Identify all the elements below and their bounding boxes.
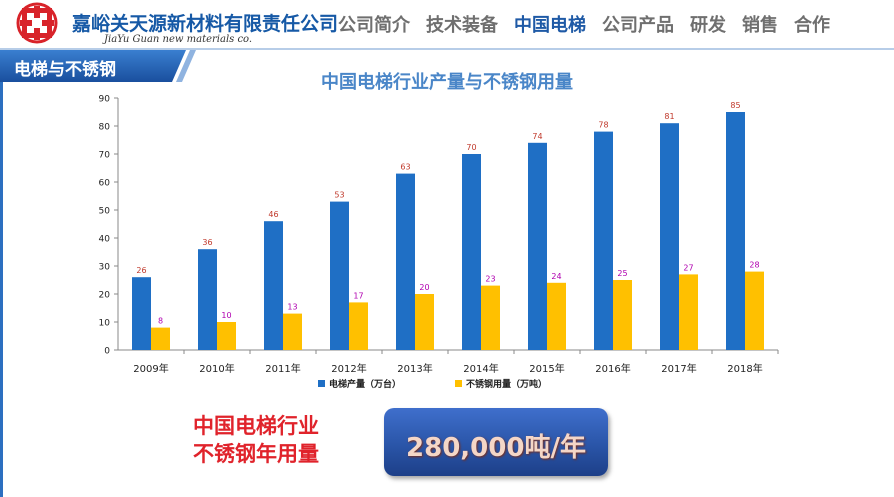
data-label: 46 <box>268 210 278 219</box>
x-tick-label: 2011年 <box>265 362 300 375</box>
data-label: 27 <box>683 263 693 272</box>
data-label: 36 <box>202 238 212 247</box>
y-tick-label: 10 <box>99 319 111 329</box>
legend-label: 不锈钢用量（万吨） <box>466 378 547 390</box>
y-tick-label: 90 <box>99 95 111 105</box>
legend-swatch <box>318 380 325 387</box>
bar-steel <box>349 302 368 350</box>
side-divider <box>0 82 3 497</box>
section-tab-shape <box>0 50 196 82</box>
x-tick-label: 2014年 <box>463 362 498 375</box>
data-label: 53 <box>334 191 344 200</box>
data-label: 13 <box>287 303 297 312</box>
x-tick-label: 2013年 <box>397 362 432 375</box>
summary-label-line2: 不锈钢年用量 <box>193 442 319 466</box>
bar-elevator <box>660 123 679 350</box>
bar-chart: 0 10 20 30 40 50 60 70 80 90 2009年 26 8 2010年 36 10 2011… <box>99 95 779 390</box>
x-tick-label: 2016年 <box>595 362 630 375</box>
data-label: 23 <box>485 275 495 284</box>
nav-item-china-elevator[interactable]: 中国电梯 <box>514 15 586 36</box>
y-tick-label: 30 <box>99 263 111 273</box>
data-label: 26 <box>136 266 146 275</box>
bar-elevator <box>396 173 415 350</box>
y-tick-label: 40 <box>99 235 111 245</box>
summary-label: 中国电梯行业 不锈钢年用量 <box>176 412 336 468</box>
bar-elevator <box>264 221 283 350</box>
bar-elevator <box>132 277 151 350</box>
x-tick-label: 2017年 <box>661 362 696 375</box>
bar-steel <box>745 271 764 350</box>
nav-item-sales[interactable]: 销售 <box>742 15 778 36</box>
data-label: 81 <box>664 112 674 121</box>
y-tick-label: 70 <box>99 151 111 161</box>
data-label: 63 <box>400 163 410 172</box>
y-tick-label: 80 <box>99 123 111 133</box>
company-logo <box>16 2 58 44</box>
data-label: 20 <box>419 283 429 292</box>
y-tick-label: 0 <box>104 347 110 357</box>
y-tick-label: 20 <box>99 291 111 301</box>
data-label: 25 <box>617 269 627 278</box>
x-tick-label: 2015年 <box>529 362 564 375</box>
nav-item-rnd[interactable]: 研发 <box>690 15 726 36</box>
summary-label-line1: 中国电梯行业 <box>193 414 319 438</box>
nav-item-equipment[interactable]: 技术装备 <box>426 15 498 36</box>
x-tick-label: 2018年 <box>727 362 762 375</box>
main-nav: 公司简介 技术装备 中国电梯 公司产品 研发 销售 合作 <box>338 11 846 37</box>
x-tick-label: 2009年 <box>133 362 168 375</box>
data-label: 85 <box>730 101 740 110</box>
data-label: 8 <box>158 317 163 326</box>
y-tick-label: 50 <box>99 207 111 217</box>
bar-elevator <box>528 142 547 350</box>
data-label: 17 <box>353 291 363 300</box>
bar-steel <box>151 327 170 350</box>
section-tab[interactable]: 电梯与不锈钢 <box>14 60 116 80</box>
chart-title: 中国电梯行业产量与不锈钢用量 <box>321 72 573 93</box>
nav-item-products[interactable]: 公司产品 <box>602 15 674 36</box>
data-label: 10 <box>221 311 231 320</box>
bar-steel <box>283 313 302 350</box>
bar-elevator <box>726 112 745 350</box>
company-name-en: JiaYu Guan new materials co. <box>104 34 253 45</box>
data-label: 24 <box>551 272 561 281</box>
bar-steel <box>217 322 236 350</box>
y-tick-label: 60 <box>99 179 111 189</box>
summary-value: 280,000吨/年 <box>406 433 586 463</box>
data-label: 74 <box>532 132 542 141</box>
nav-item-about[interactable]: 公司简介 <box>338 15 410 36</box>
company-name: 嘉峪关天源新材料有限责任公司 <box>72 13 339 35</box>
x-tick-label: 2010年 <box>199 362 234 375</box>
bar-elevator <box>594 131 613 350</box>
data-label: 70 <box>466 143 476 152</box>
bar-steel <box>415 294 434 350</box>
bar-elevator <box>330 201 349 350</box>
bar-steel <box>679 274 698 350</box>
bar-steel <box>481 285 500 350</box>
legend-swatch <box>455 380 462 387</box>
bar-elevator <box>462 154 481 350</box>
data-label: 28 <box>749 261 759 270</box>
summary-value-box: 280,000吨/年 <box>384 408 608 476</box>
bar-steel <box>613 280 632 350</box>
nav-item-cooperation[interactable]: 合作 <box>794 15 830 36</box>
data-label: 78 <box>598 121 608 130</box>
x-tick-label: 2012年 <box>331 362 366 375</box>
bar-steel <box>547 282 566 350</box>
legend-label: 电梯产量（万台） <box>329 378 401 390</box>
bar-elevator <box>198 249 217 350</box>
header: 嘉峪关天源新材料有限责任公司 JiaYu Guan new materials … <box>0 0 894 50</box>
